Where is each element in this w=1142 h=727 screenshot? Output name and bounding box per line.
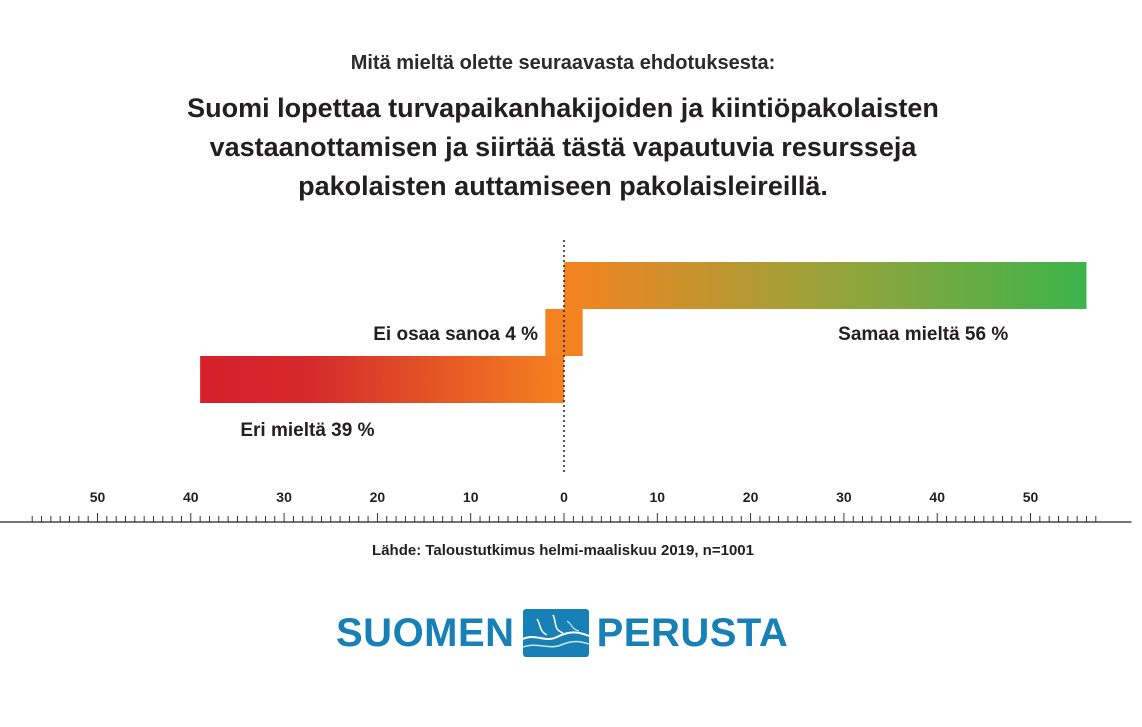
chart-title: Suomi lopettaa turvapaikanhakijoiden ja …: [0, 89, 1126, 206]
tick-label: 30: [836, 489, 852, 505]
label-samaa-mielta: Samaa mieltä 56 %: [838, 324, 1008, 345]
suomen-perusta-logo: SUOMEN PERUSTA: [336, 607, 788, 659]
wave-square-icon: [522, 609, 589, 657]
label-eri-mielta: Eri mieltä 39 %: [240, 420, 374, 441]
tick-label: 20: [370, 489, 386, 505]
x-axis: [0, 513, 1132, 523]
title-line-3: pakolaisten auttamiseen pakolaisleireill…: [298, 171, 828, 201]
chart-subtitle: Mitä mieltä olette seuraavasta ehdotukse…: [350, 52, 776, 74]
tick-label: 50: [90, 489, 106, 505]
logo-word-left: SUOMEN: [336, 611, 515, 655]
tick-label: 40: [929, 489, 945, 505]
axis-tick-labels: 50 40 30 20 10 0 10 20 30 40 50: [90, 489, 1039, 505]
diverging-bar-chart: Samaa mieltä 56 % Ei osaa sanoa 4 % Eri …: [0, 240, 1132, 523]
tick-label: 20: [743, 489, 759, 505]
tick-label: 10: [463, 489, 479, 505]
tick-label: 10: [650, 489, 666, 505]
tick-label: 50: [1023, 489, 1039, 505]
title-line-2: vastaanottamisen ja siirtää tästä vapaut…: [209, 132, 917, 162]
tick-label: 0: [560, 489, 568, 505]
tick-label: 30: [276, 489, 292, 505]
logo-word-right: PERUSTA: [596, 611, 789, 655]
bar-eri-mielta: [200, 356, 564, 403]
bar-samaa-mielta: [564, 262, 1087, 309]
label-ei-osaa-sanoa: Ei osaa sanoa 4 %: [373, 324, 538, 345]
tick-label: 40: [183, 489, 199, 505]
title-line-1: Suomi lopettaa turvapaikanhakijoiden ja …: [187, 93, 939, 123]
source-note: Lähde: Taloustutkimus helmi-maaliskuu 20…: [372, 542, 754, 559]
